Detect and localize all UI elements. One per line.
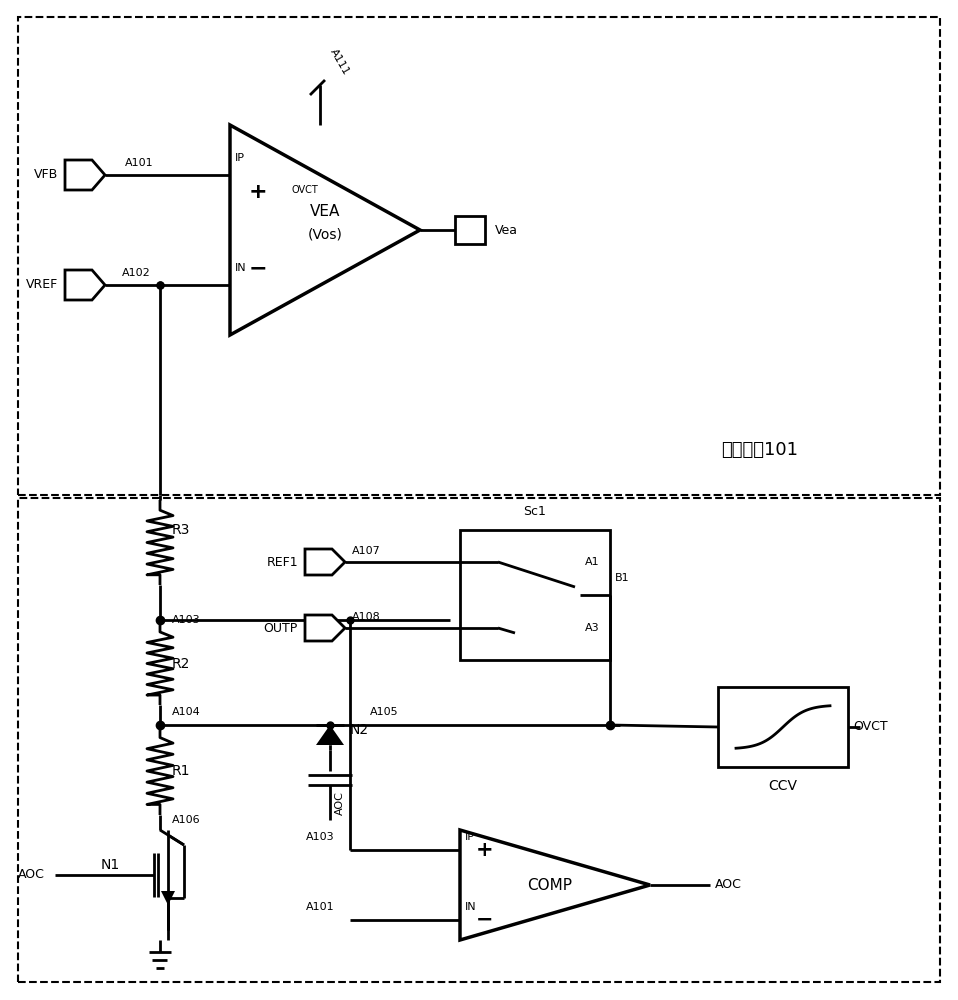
- Text: 控制电路101: 控制电路101: [721, 441, 799, 459]
- Text: OUTP: OUTP: [263, 621, 298, 635]
- Text: VREF: VREF: [26, 278, 58, 292]
- Text: A1: A1: [585, 557, 600, 567]
- Text: A104: A104: [172, 707, 201, 717]
- Text: A101: A101: [125, 158, 153, 168]
- Polygon shape: [455, 216, 485, 244]
- Text: +: +: [476, 840, 493, 860]
- Polygon shape: [65, 160, 105, 190]
- Text: AOC: AOC: [18, 868, 45, 882]
- Text: R2: R2: [172, 656, 191, 670]
- Polygon shape: [65, 270, 105, 300]
- Text: N1: N1: [101, 858, 120, 872]
- Text: A111: A111: [328, 47, 351, 77]
- Bar: [18, 17, 940, 495]
- Text: A105: A105: [370, 707, 399, 717]
- Text: A103: A103: [307, 832, 335, 842]
- Text: IN: IN: [235, 263, 246, 273]
- Text: OVCT: OVCT: [853, 720, 888, 734]
- Text: REF1: REF1: [266, 556, 298, 568]
- Text: VEA: VEA: [309, 205, 340, 220]
- Polygon shape: [316, 725, 344, 745]
- Polygon shape: [305, 549, 345, 575]
- Text: A103: A103: [172, 615, 200, 625]
- Text: A101: A101: [307, 902, 335, 912]
- Polygon shape: [460, 830, 650, 940]
- Polygon shape: [230, 125, 420, 335]
- Text: COMP: COMP: [528, 878, 573, 892]
- Text: (Vos): (Vos): [308, 228, 342, 242]
- Text: VFB: VFB: [34, 168, 58, 182]
- Text: AOC: AOC: [335, 791, 345, 815]
- Text: +: +: [249, 182, 267, 202]
- Polygon shape: [161, 891, 175, 905]
- Text: −: −: [249, 258, 267, 278]
- Text: N2: N2: [350, 723, 369, 737]
- Text: B1: B1: [615, 573, 629, 583]
- Text: A102: A102: [122, 268, 150, 278]
- Text: R1: R1: [172, 764, 191, 778]
- Bar: [18, 498, 940, 982]
- Text: IP: IP: [235, 153, 245, 163]
- Text: A108: A108: [352, 612, 380, 622]
- Polygon shape: [305, 615, 345, 641]
- Text: R3: R3: [172, 524, 191, 538]
- Text: A106: A106: [172, 815, 200, 825]
- Text: CCV: CCV: [768, 779, 797, 793]
- Text: Vea: Vea: [495, 224, 518, 236]
- Text: −: −: [476, 910, 493, 930]
- Text: OVCT: OVCT: [291, 185, 318, 195]
- Text: AOC: AOC: [715, 879, 741, 892]
- Text: IP: IP: [465, 832, 475, 842]
- Text: A107: A107: [352, 546, 380, 556]
- Text: Sc1: Sc1: [524, 505, 546, 518]
- Bar: [460, 530, 610, 660]
- Bar: [718, 687, 848, 767]
- Text: A3: A3: [585, 623, 600, 633]
- Text: IN: IN: [465, 902, 477, 912]
